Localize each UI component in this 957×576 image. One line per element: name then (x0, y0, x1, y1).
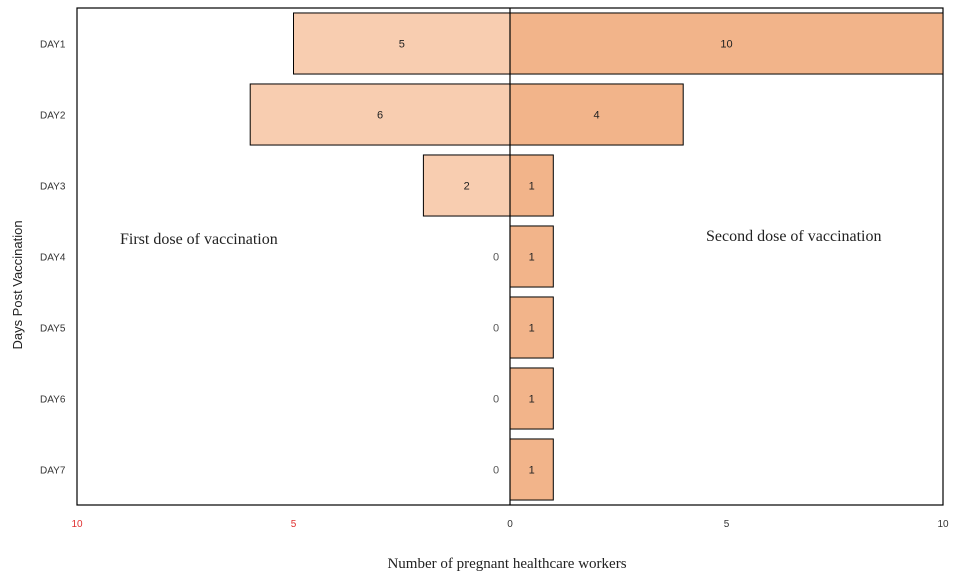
y-tick-day5: DAY5 (40, 324, 66, 335)
value-label-second-dose-day7: 1 (529, 465, 535, 477)
y-axis-label: Days Post Vaccination (10, 220, 25, 349)
first-dose-bars (249, 12, 511, 217)
value-label-first-dose-day7: 0 (493, 465, 499, 477)
x-tick-right-0: 0 (507, 519, 513, 530)
bar-second-dose-day6 (509, 367, 554, 430)
value-label-first-dose-day2: 6 (377, 110, 383, 122)
value-label-first-dose-day1: 5 (399, 39, 405, 51)
value-label-first-dose-day6: 0 (493, 394, 499, 406)
x-tick-right-10: 10 (937, 519, 949, 530)
y-tick-day2: DAY2 (40, 111, 66, 122)
value-label-second-dose-day4: 1 (529, 252, 535, 264)
series-label-second-dose: Second dose of vaccination (706, 228, 882, 245)
value-label-second-dose-day6: 1 (529, 394, 535, 406)
y-tick-day7: DAY7 (40, 466, 66, 477)
value-label-second-dose-day3: 1 (529, 181, 535, 193)
second-dose-bars (509, 12, 944, 501)
value-label-first-dose-day5: 0 (493, 323, 499, 335)
bar-value-labels: 5 106 42 10 10 10 10 1 (377, 39, 733, 477)
y-tick-day1: DAY1 (40, 40, 66, 51)
value-label-second-dose-day1: 10 (720, 39, 732, 51)
bar-second-dose-day7 (509, 438, 554, 501)
value-label-first-dose-day4: 0 (493, 252, 499, 264)
x-tick-right-5: 5 (724, 519, 730, 530)
value-label-second-dose-day5: 1 (529, 323, 535, 335)
series-label-first-dose: First dose of vaccination (120, 231, 278, 248)
bar-first-dose-day1 (293, 12, 511, 75)
x-tick-left-5: 5 (291, 519, 297, 530)
y-tick-day3: DAY3 (40, 182, 66, 193)
y-tick-day4: DAY4 (40, 253, 66, 264)
value-label-first-dose-day3: 2 (464, 181, 470, 193)
value-label-second-dose-day2: 4 (594, 110, 600, 122)
y-tick-labels: DAY1 DAY2 DAY3 DAY4 DAY5 DAY6 DAY7 (40, 40, 66, 477)
x-tick-left-10: 10 (71, 519, 83, 530)
x-tick-labels: 10 5 0 5 10 (71, 519, 949, 530)
bar-first-dose-day2 (249, 83, 511, 146)
y-tick-day6: DAY6 (40, 395, 66, 406)
x-axis-label: Number of pregnant healthcare workers (387, 556, 626, 572)
